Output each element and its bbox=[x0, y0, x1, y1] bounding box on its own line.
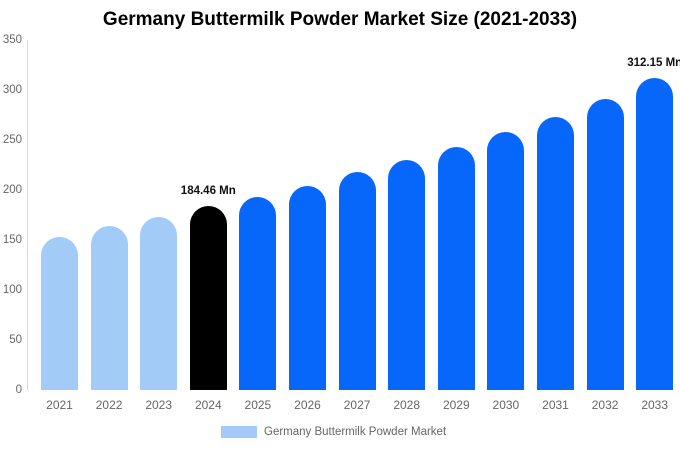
y-axis-line bbox=[27, 40, 28, 390]
y-tick-label: 150 bbox=[2, 234, 22, 246]
x-tick-label: 2022 bbox=[95, 398, 123, 412]
x-tick-label: 2026 bbox=[294, 398, 321, 412]
legend-swatch bbox=[221, 426, 257, 438]
x-tick-label: 2023 bbox=[145, 398, 173, 412]
y-tick-label: 250 bbox=[2, 134, 22, 146]
bar-2026 bbox=[289, 186, 326, 390]
bar-2025 bbox=[239, 197, 277, 390]
bar-2022 bbox=[90, 226, 128, 390]
bar-2028 bbox=[388, 160, 426, 390]
bar-2029 bbox=[437, 147, 475, 390]
bar-2023 bbox=[140, 217, 178, 390]
x-tick-label: 2029 bbox=[442, 398, 470, 412]
x-tick-label: 2032 bbox=[591, 398, 619, 412]
x-tick-label: 2030 bbox=[492, 398, 520, 412]
legend-label: Germany Buttermilk Powder Market bbox=[264, 426, 447, 438]
x-tick-label: 2031 bbox=[542, 398, 569, 412]
bar-2027 bbox=[338, 172, 376, 390]
y-tick-label: 200 bbox=[2, 184, 22, 196]
y-tick-label: 0 bbox=[15, 384, 22, 396]
x-tick-label: 2027 bbox=[343, 398, 371, 412]
bar-2030 bbox=[487, 132, 525, 390]
bar-2031 bbox=[537, 117, 574, 390]
chart-title: Germany Buttermilk Powder Market Size (2… bbox=[102, 9, 578, 30]
y-tick-label: 50 bbox=[9, 334, 22, 346]
x-tick-label: 2021 bbox=[46, 398, 73, 412]
x-tick-label: 2025 bbox=[244, 398, 272, 412]
bar-2024 bbox=[189, 205, 227, 390]
legend: Germany Buttermilk Powder Market bbox=[221, 426, 446, 438]
y-tick-label: 350 bbox=[2, 34, 22, 46]
bar-2021 bbox=[41, 237, 78, 390]
bar-2032 bbox=[586, 99, 624, 390]
bar-2033 bbox=[636, 77, 674, 390]
value-label: 184.46 Mn bbox=[180, 184, 236, 197]
value-label: 312.15 Mn bbox=[627, 56, 680, 69]
x-tick-label: 2028 bbox=[393, 398, 421, 412]
y-tick-label: 100 bbox=[2, 284, 22, 296]
x-tick-label: 2033 bbox=[641, 398, 669, 412]
y-tick-label: 300 bbox=[2, 84, 22, 96]
x-tick-label: 2024 bbox=[194, 398, 222, 412]
